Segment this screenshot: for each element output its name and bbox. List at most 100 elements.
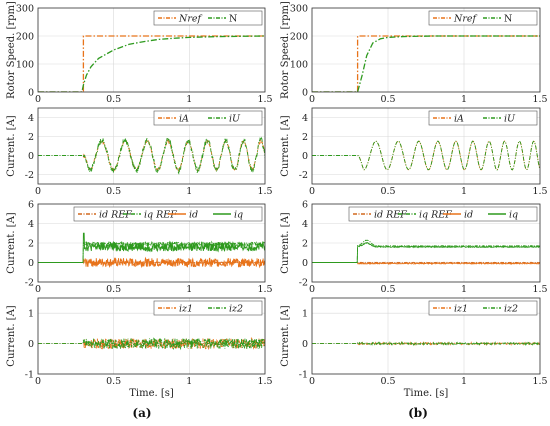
y-tick-label: 2 — [28, 238, 34, 249]
x-tick-label: 0.5 — [106, 186, 121, 197]
y-tick-label: 0 — [302, 87, 308, 98]
legend-label: iA — [179, 114, 189, 125]
legend: iA iU — [428, 110, 538, 126]
y-tick-label: 4 — [28, 113, 34, 124]
y-tick-label: 200 — [290, 31, 308, 42]
y-tick-label: 4 — [302, 113, 308, 124]
x-axis-label: Time. [s] — [404, 388, 449, 399]
x-tick-label: 1.5 — [532, 186, 547, 197]
plot-frame — [311, 297, 541, 375]
legend-label: id REF — [99, 210, 132, 221]
x-tick-label: 1 — [461, 186, 467, 197]
series-group — [38, 232, 265, 269]
series-line-iz2 — [38, 337, 265, 351]
series-group — [38, 336, 265, 351]
y-tick-label: 300 — [16, 3, 34, 14]
legend-label: iz2 — [504, 304, 518, 315]
caption-a: (a) — [132, 406, 151, 420]
legend: iA iU — [153, 110, 263, 126]
y-axis-label: Rotor Speed. [rpm] — [6, 1, 17, 99]
series-group — [312, 239, 540, 265]
legend-label: iz1 — [454, 304, 468, 315]
series-line-n — [312, 35, 540, 92]
y-tick-label: 2 — [28, 132, 34, 143]
legend-label: iz2 — [229, 304, 243, 315]
legend-label: iU — [229, 114, 241, 125]
y-tick-label: 0 — [28, 258, 34, 269]
series-line-iq — [38, 232, 265, 263]
x-tick-label: 0 — [309, 94, 315, 105]
legend-label: iq — [234, 210, 243, 221]
legend: id REF iq REF id iq — [73, 206, 263, 222]
x-tick-label: 1 — [186, 186, 192, 197]
y-tick-label: -2 — [299, 170, 308, 181]
plot-frame — [311, 203, 541, 283]
x-tick-label: 1.5 — [257, 186, 272, 197]
y-tick-label: 100 — [16, 59, 34, 70]
series-line-n — [38, 35, 265, 92]
x-tick-label: 0 — [35, 186, 41, 197]
y-tick-label: 0 — [302, 151, 308, 162]
y-tick-label: 0 — [302, 339, 308, 350]
x-tick-label: 1.5 — [257, 284, 272, 295]
y-tick-label: 0 — [302, 258, 308, 269]
x-tick-label: 0.5 — [380, 94, 395, 105]
x-tick-label: 0.5 — [106, 376, 121, 387]
x-tick-label: 1 — [186, 376, 192, 387]
y-tick-label: 300 — [290, 3, 308, 14]
x-tick-label: 1.5 — [532, 284, 547, 295]
series-group — [312, 35, 540, 92]
x-tick-label: 1.5 — [257, 376, 272, 387]
series-line-iq — [312, 242, 540, 263]
x-tick-label: 1.5 — [532, 94, 547, 105]
y-axis-label: Current. [A] — [280, 305, 291, 367]
y-tick-label: 2 — [302, 132, 308, 143]
y-axis-label: Current. [A] — [6, 115, 17, 177]
plot-frame — [311, 107, 541, 185]
x-tick-label: 1.5 — [532, 376, 547, 387]
legend: iz1 iz2 — [428, 300, 538, 316]
legend-label: iz1 — [179, 304, 193, 315]
x-tick-label: 0 — [309, 284, 315, 295]
y-tick-label: 6 — [28, 199, 34, 210]
legend: iz1 iz2 — [153, 300, 263, 316]
x-tick-label: 1 — [461, 94, 467, 105]
y-tick-label: 6 — [302, 199, 308, 210]
x-tick-label: 1 — [461, 284, 467, 295]
x-tick-label: 0.5 — [380, 284, 395, 295]
y-tick-label: -2 — [25, 170, 34, 181]
legend-label: id REF — [374, 210, 407, 221]
plot-frame — [37, 7, 266, 93]
y-tick-label: 100 — [290, 59, 308, 70]
y-tick-label: 1 — [302, 309, 308, 320]
y-tick-label: 4 — [302, 219, 308, 230]
legend-label: id — [464, 210, 473, 221]
x-tick-label: 0.5 — [106, 284, 121, 295]
x-tick-label: 0 — [309, 186, 315, 197]
y-tick-label: 0 — [28, 87, 34, 98]
legend-label: iq REF — [144, 210, 177, 221]
y-axis-label: Current. [A] — [280, 115, 291, 177]
x-tick-label: 0.5 — [380, 186, 395, 197]
legend: Nref N — [428, 10, 538, 26]
plot-frame — [311, 7, 541, 93]
y-axis-label: Current. [A] — [6, 305, 17, 367]
y-axis-label: Current. [A] — [280, 212, 291, 274]
y-tick-label: 2 — [302, 238, 308, 249]
series-line-iu — [312, 140, 540, 171]
x-tick-label: 0 — [35, 284, 41, 295]
legend-label: id — [189, 210, 198, 221]
series-group — [312, 340, 540, 347]
x-tick-label: 0.5 — [106, 94, 121, 105]
legend-label: iq REF — [419, 210, 452, 221]
caption-b: (b) — [408, 406, 428, 420]
